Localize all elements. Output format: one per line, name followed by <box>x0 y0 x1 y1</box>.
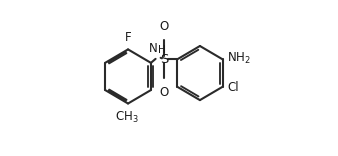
Text: O: O <box>160 20 169 33</box>
Text: O: O <box>160 86 169 99</box>
Text: NH$_2$: NH$_2$ <box>227 51 251 66</box>
Text: CH$_3$: CH$_3$ <box>115 110 139 125</box>
Text: N: N <box>148 42 157 55</box>
Text: Cl: Cl <box>227 81 239 94</box>
Text: F: F <box>125 31 131 44</box>
Text: H: H <box>159 45 166 55</box>
Text: S: S <box>160 53 169 66</box>
